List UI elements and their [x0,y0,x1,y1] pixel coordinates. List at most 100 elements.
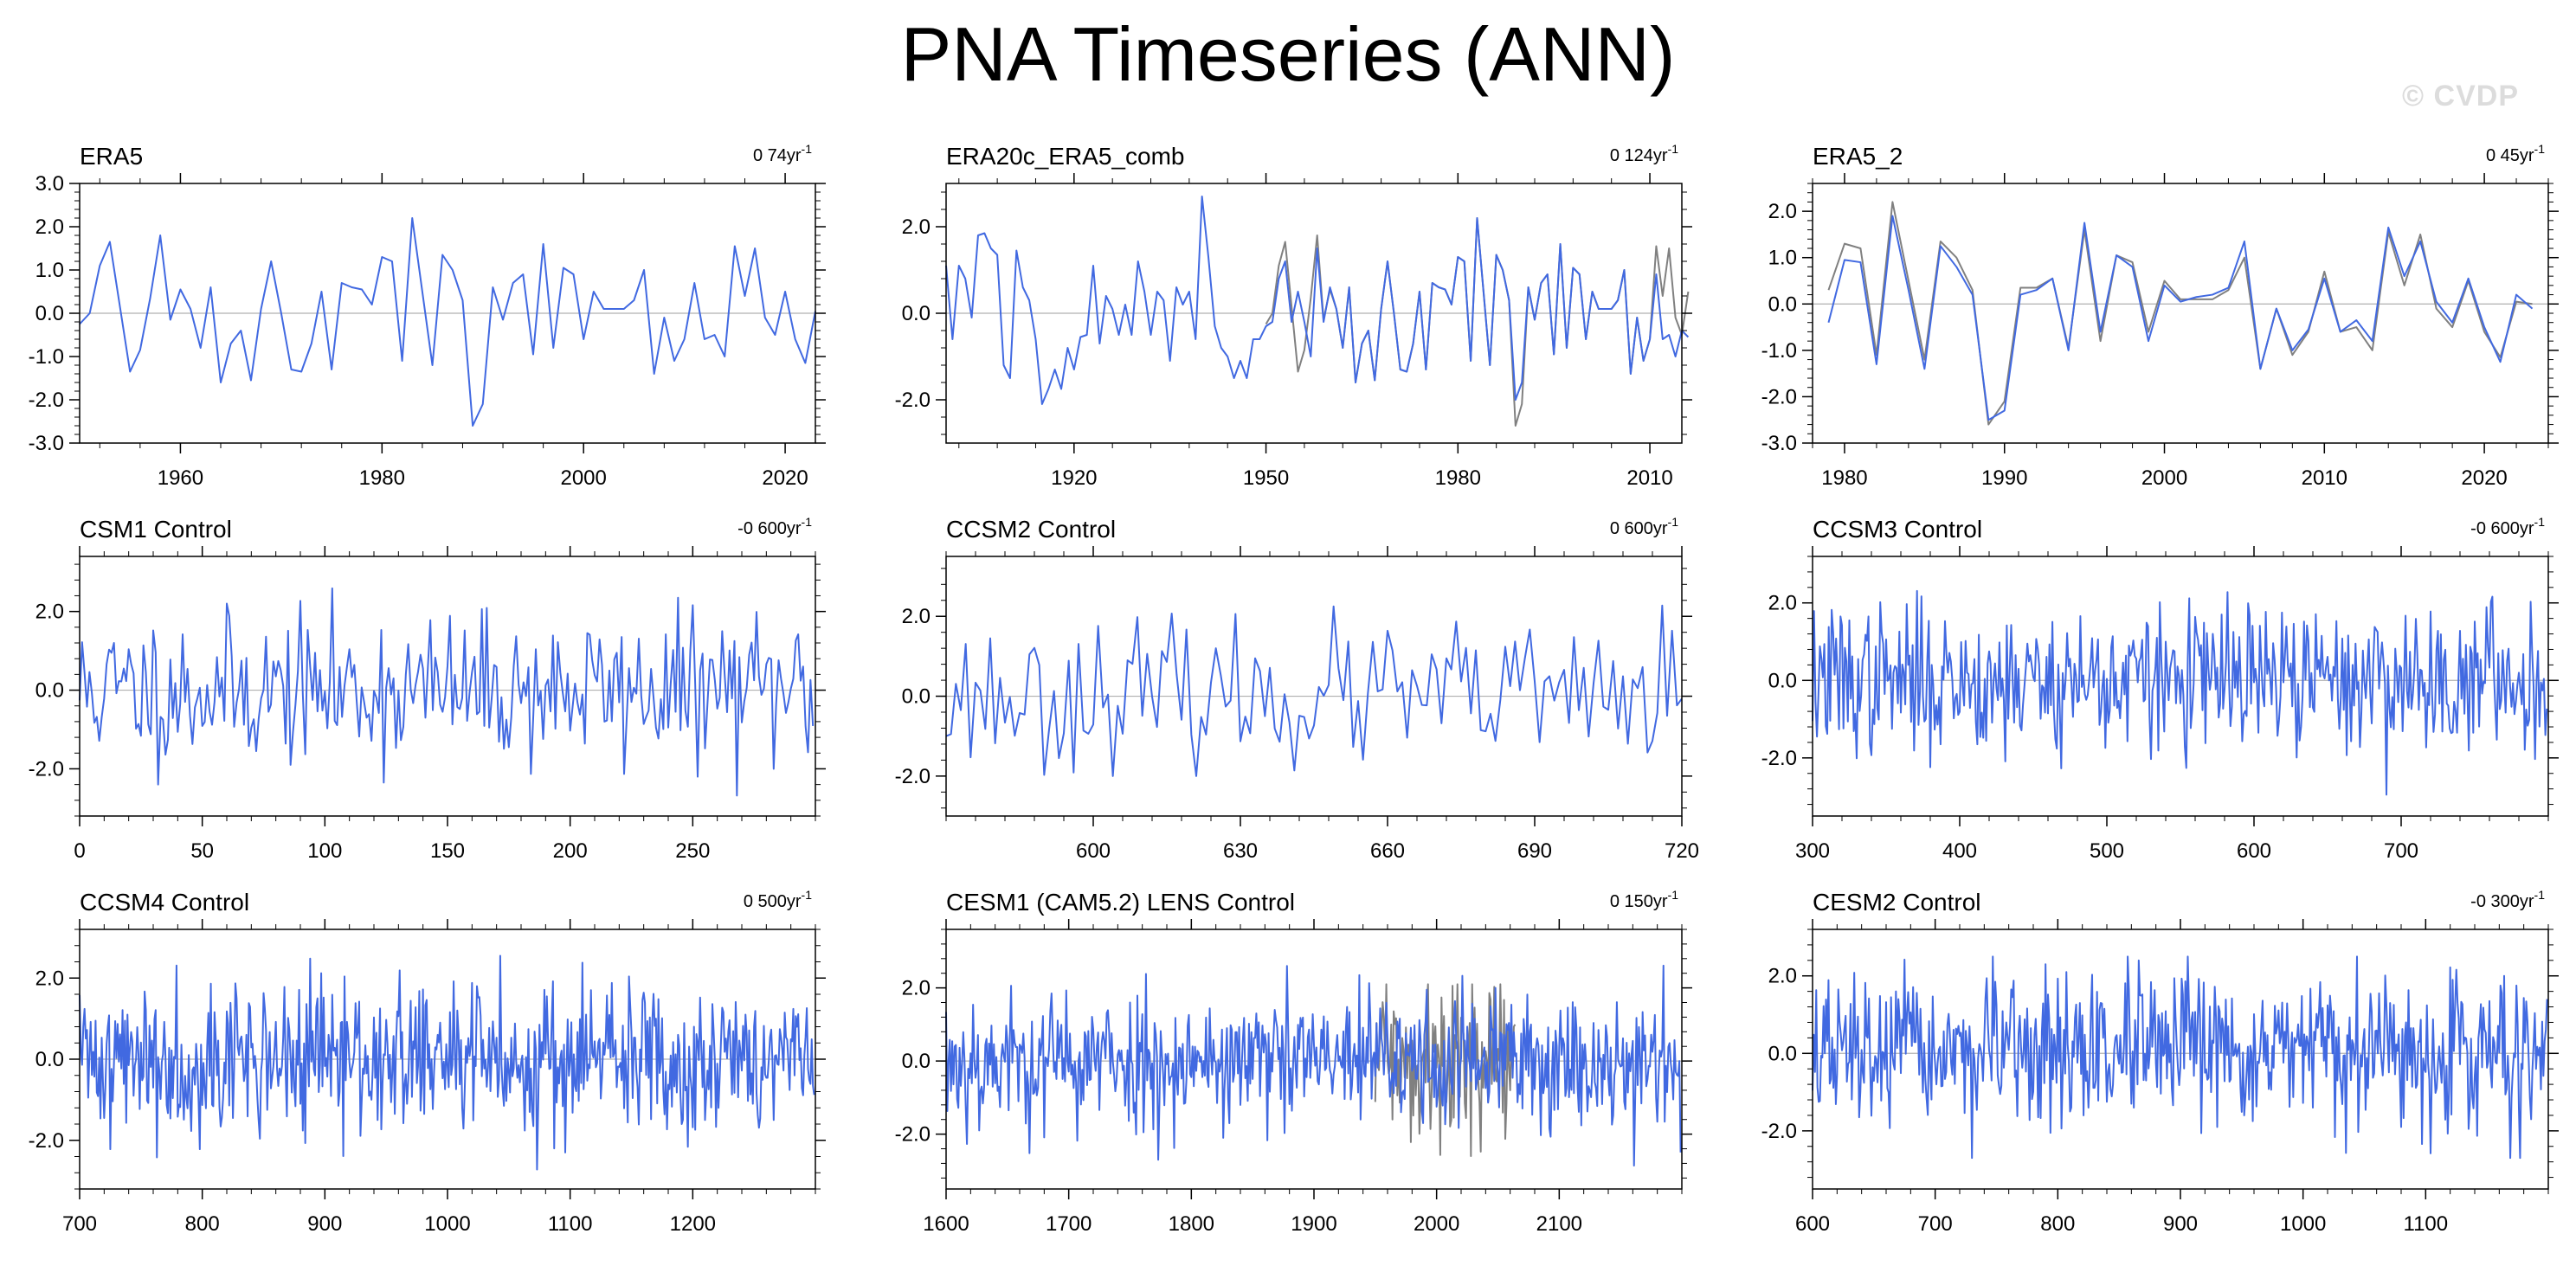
x-tick-label: 690 [1517,839,1552,863]
panel-title: CCSM3 Control [1813,516,1982,543]
x-tick-label: 2010 [2302,466,2347,490]
y-tick-label: -1.0 [29,345,64,369]
x-tick-label: 1200 [670,1212,716,1236]
series-line-csm1-control [79,587,815,797]
x-tick-label: 1600 [923,1212,969,1236]
series-line-cesm1-cam5-2-lens-control [945,964,1682,1166]
y-tick-label: 2.0 [1768,592,1797,615]
series-line-cesm2-control [1812,955,2548,1160]
trend-label: 0 600yr-1 [1610,515,1678,538]
x-tick-label: 1000 [2280,1212,2326,1236]
x-tick-label: 660 [1370,839,1405,863]
x-tick-label: 1980 [1435,466,1481,490]
y-tick-label: -2.0 [895,389,931,412]
x-tick-label: 1960 [158,466,203,490]
panel-title: CSM1 Control [80,516,232,543]
y-tick-label: -2.0 [1761,385,1797,408]
x-tick-label: 1900 [1291,1212,1336,1236]
y-tick-label: 2.0 [902,977,931,1000]
y-tick-label: 3.0 [35,172,64,196]
y-tick-label: 1.0 [1768,247,1797,270]
y-tick-label: 0.0 [35,1048,64,1071]
trend-label: 0 124yr-1 [1610,142,1678,165]
y-tick-label: 2.0 [35,601,64,624]
series-line-ccsm2-control [945,604,1683,777]
x-tick-label: 1700 [1046,1212,1092,1236]
y-tick-label: 0.0 [35,302,64,325]
panel-title: CESM1 (CAM5.2) LENS Control [946,889,1295,916]
x-tick-label: 50 [190,839,214,863]
y-tick-label: 2.0 [35,967,64,990]
x-tick-label: 2000 [1414,1212,1459,1236]
panel-6: CCSM3 Control -0 600yr-1 300 400 500 600 700 -2… [1761,515,2559,863]
y-tick-label: 1.0 [35,259,64,282]
y-tick-label: -3.0 [29,432,64,455]
trend-label: 0 500yr-1 [744,888,812,911]
trend-label: 0 150yr-1 [1610,888,1678,911]
x-tick-label: 1980 [359,466,405,490]
figure-title: PNA Timeseries (ANN) [900,11,1676,97]
x-tick-label: 700 [1918,1212,1953,1236]
series-line-era5-2 [1827,215,2534,421]
cvdp-watermark: © CVDP [2402,80,2519,112]
x-tick-label: 250 [675,839,710,863]
panel-title: ERA5_2 [1813,143,1903,170]
x-tick-label: 800 [185,1212,220,1236]
trend-label: 0 74yr-1 [753,142,812,165]
x-tick-label: 2000 [560,466,606,490]
series-line-era5 [1827,201,2533,426]
y-tick-label: 2.0 [35,215,64,239]
x-tick-label: 500 [2090,839,2124,863]
y-tick-label: -2.0 [1761,747,1797,770]
series-line-ccsm3-control [1812,589,2548,796]
x-tick-label: 700 [62,1212,97,1236]
y-tick-label: 2.0 [902,605,931,628]
plot-frame [945,556,1683,817]
x-tick-label: 2010 [1626,466,1672,490]
x-tick-label: 700 [2384,839,2418,863]
x-tick-label: 1100 [548,1212,593,1236]
x-tick-label: 1800 [1169,1212,1214,1236]
x-tick-label: 2020 [2461,466,2507,490]
panel-8: CESM1 (CAM5.2) LENS Control 0 150yr-1 1600… [895,888,1692,1236]
x-tick-label: 600 [1076,839,1111,863]
trend-label: 0 45yr-1 [2486,142,2545,165]
series-line-era5 [1265,217,1690,427]
x-tick-label: 600 [1795,1212,1830,1236]
x-tick-label: 600 [2237,839,2271,863]
series-line-ccsm4-control [79,954,815,1171]
panel-title: ERA5 [80,143,143,170]
x-tick-label: 2100 [1536,1212,1582,1236]
x-tick-label: 200 [553,839,588,863]
y-tick-label: -2.0 [29,757,64,781]
y-tick-label: 0.0 [902,685,931,709]
panel-9: CESM2 Control -0 300yr-1 600 700 800 900 1000 1… [1761,888,2559,1236]
y-tick-label: 0.0 [1768,292,1797,316]
y-tick-label: -2.0 [29,389,64,412]
x-tick-label: 300 [1795,839,1830,863]
series-line-era20c-era5-comb [945,196,1690,405]
panel-title: CCSM4 Control [80,889,249,916]
panel-7: CCSM4 Control 0 500yr-1 700 800 900 1000 1100 1… [29,888,826,1236]
trend-label: -0 600yr-1 [737,515,812,538]
x-tick-label: 900 [307,1212,342,1236]
panel-4: CSM1 Control -0 600yr-1 0 50 100 150 200 250 -2.… [29,515,826,863]
y-tick-label: -1.0 [1761,339,1797,363]
x-tick-label: 630 [1223,839,1258,863]
y-tick-label: -2.0 [1761,1120,1797,1143]
y-tick-label: 2.0 [1768,965,1797,988]
panel-title: CCSM2 Control [946,516,1116,543]
panel-title: ERA20c_ERA5_comb [946,143,1184,170]
y-tick-label: 0.0 [1768,669,1797,692]
panel-5: CCSM2 Control 0 600yr-1 600 630 660 690 720 -2.… [895,515,1699,863]
y-tick-label: 2.0 [1768,200,1797,223]
x-tick-label: 2020 [762,466,808,490]
x-tick-label: 150 [430,839,465,863]
x-tick-label: 800 [2040,1212,2075,1236]
y-tick-label: 0.0 [902,1050,931,1073]
y-tick-label: 0.0 [1768,1042,1797,1065]
y-tick-label: 2.0 [902,215,931,239]
x-tick-label: 2000 [2141,466,2187,490]
x-tick-label: 1920 [1051,466,1097,490]
x-tick-label: 400 [1942,839,1977,863]
